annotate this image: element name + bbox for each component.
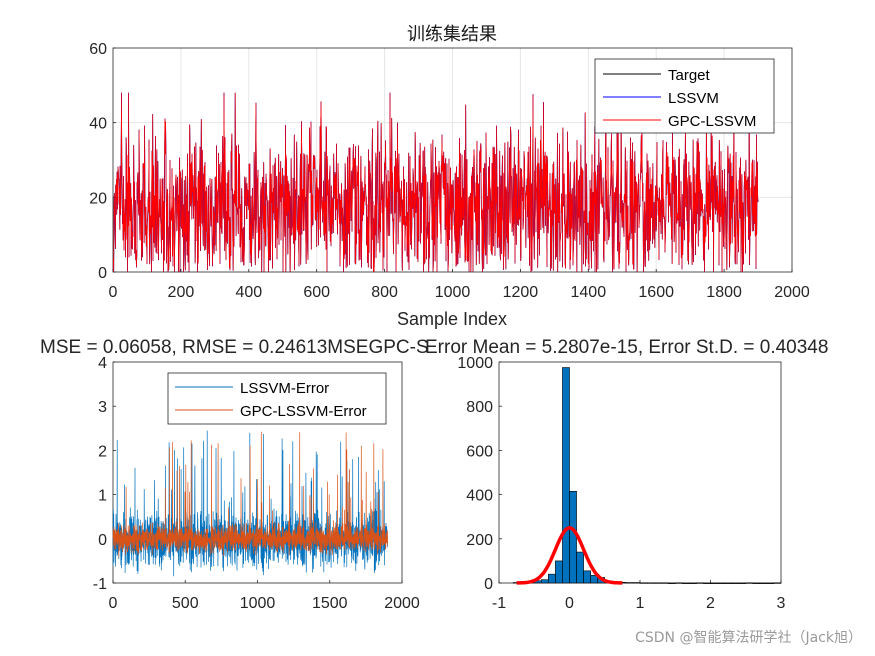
top-xtick-label: 0 [109,284,118,301]
error-ytick-label: 0 [98,532,107,549]
histogram-bar [576,551,584,584]
histogram-bar [717,582,725,584]
histogram-bar [696,582,704,584]
top-tick-labels: 0 200 400 600 800 1000 1200 1400 1600 1800 2000 0 20… [89,41,810,301]
top-xtick-label: 1000 [435,284,471,301]
histogram-bar [632,582,641,584]
histogram-bar [548,573,556,584]
histogram-xtick-label: 0 [565,595,574,612]
top-ytick-label: 40 [89,116,107,133]
histogram-bars [512,367,782,584]
legend-lssvm-label: LSSVM [668,90,719,107]
histogram-bar [639,582,648,584]
top-xtick-label: 600 [303,284,330,301]
error-ytick-label: 2 [98,443,107,460]
error-legend[interactable]: LSSVM-Error GPC-LSSVM-Error [167,372,387,425]
histogram-bar [562,367,570,584]
histogram-bar [745,582,754,584]
histogram-bar [569,490,577,584]
top-xtick-label: 1400 [571,284,607,301]
top-xtick-label: 1200 [503,284,539,301]
histogram-bar [759,582,768,584]
histogram-ytick-label: 1000 [457,355,493,372]
error-ytick-label: 3 [98,399,107,416]
legend-lssvm-error-label: LSSVM-Error [240,380,329,397]
histogram-bar [660,582,669,584]
histogram-tick-labels: -1 0 1 2 3 0 200 400 600 800 1000 [457,355,785,612]
histogram-axes-box [498,361,782,584]
top-legend[interactable]: Target LSSVM GPC-LSSVM [594,58,775,134]
histogram-bar [653,582,662,584]
histogram-bar [583,570,591,584]
histogram-ytick-label: 200 [466,532,493,549]
histogram-bar [731,582,740,584]
histogram-bar [625,582,634,584]
error-ytick-label: 4 [98,355,107,372]
top-xtick-label: 2000 [774,284,810,301]
top-ytick-label: 60 [89,41,107,58]
top-xtick-label: 800 [371,284,398,301]
top-ytick-label: 0 [98,265,107,282]
top-xtick-label: 400 [235,284,262,301]
legend-gpc-lssvm-error-label: GPC-LSSVM-Error [240,403,367,420]
histogram-title: Error Mean = 5.2807e-15, Error St.D. = 0… [425,337,828,358]
histogram-fit-curve [516,526,623,585]
error-xtick-label: 500 [172,595,199,612]
error-xtick-label: 1500 [312,595,348,612]
top-title: 训练集结果 [407,24,497,45]
top-xtick-label: 1800 [706,284,742,301]
histogram-plot: -1 0 1 2 3 0 200 400 600 800 1000 Error Mean = 5.2… [425,337,828,612]
error-legend-box [167,372,387,425]
error-xtick-label: 1000 [240,595,276,612]
watermark: CSDN @智能算法研学社（Jack旭） [635,630,862,646]
normal-fit-line [516,526,623,585]
error-ytick-label: -1 [93,576,107,593]
error-ytick-label: 1 [98,488,107,505]
histogram-ytick-label: 600 [466,443,493,460]
top-xtick-label: 1600 [638,284,674,301]
histogram-xtick-label: 2 [706,595,715,612]
top-xlabel: Sample Index [397,309,507,329]
histogram-bar [646,582,655,584]
top-ytick-label: 20 [89,190,107,207]
histogram-bar [724,582,732,584]
legend-gpc-lssvm-label: GPC-LSSVM [668,113,756,130]
histogram-xtick-label: 1 [636,595,645,612]
legend-target-label: Target [668,67,711,84]
histogram-bar [674,582,683,584]
top-series [112,92,759,273]
error-xtick-label: 0 [109,595,118,612]
histogram-bar [681,582,690,584]
histogram-ytick-label: 0 [484,576,493,593]
histogram-ytick-label: 800 [466,399,493,416]
histogram-xtick-label: -1 [492,595,506,612]
histogram-ytick-label: 400 [466,488,493,505]
histogram-bar [752,582,761,584]
error-xtick-label: 2000 [384,595,420,612]
top-legend-box [594,58,775,134]
error-series [112,430,388,577]
top-plot: 0 200 400 600 800 1000 1200 1400 1600 1800 2000 0 20… [89,24,810,329]
histogram-bar [738,582,747,584]
top-xtick-label: 200 [168,284,195,301]
error-series-gpc-lssvm [112,431,388,557]
histogram-bar [555,560,563,584]
histogram-bar [703,582,711,584]
histogram-bar [540,579,549,584]
top-series-gpc-lssvm [112,92,759,272]
histogram-bar [773,582,782,584]
histogram-bar [667,582,676,584]
error-title: MSE = 0.06058, RMSE = 0.24613MSEGPC-S [40,337,429,358]
histogram-bar [689,582,697,584]
histogram-bar [766,582,775,584]
histogram-xtick-label: 3 [777,595,786,612]
histogram-bar [710,582,718,584]
